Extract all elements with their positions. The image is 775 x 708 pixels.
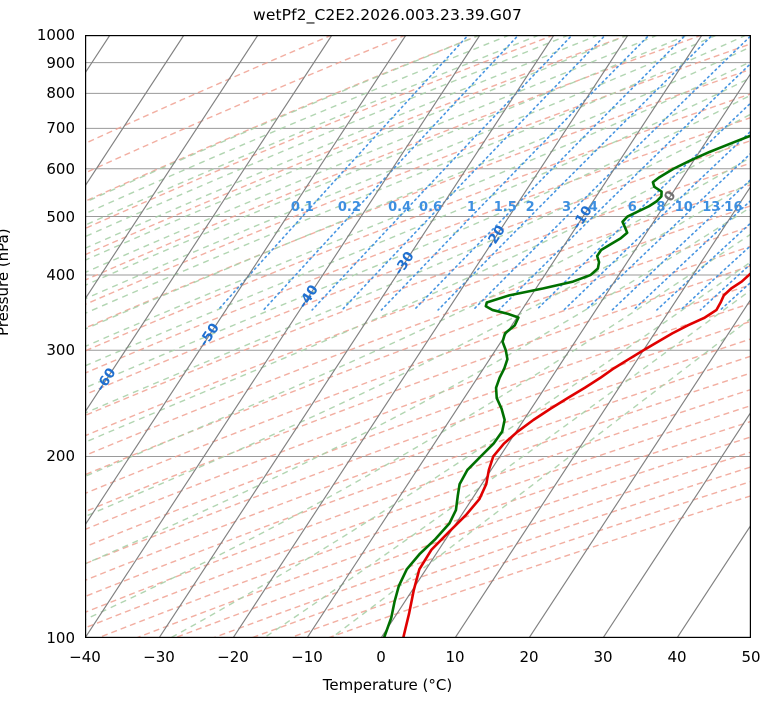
x-tick--40: −40 xyxy=(69,648,101,666)
svg-text:13: 13 xyxy=(702,200,720,215)
x-tick-40: 40 xyxy=(667,648,687,666)
figure-title: wetPf2_C2E2.2026.003.23.39.G07 xyxy=(253,6,522,24)
svg-text:1: 1 xyxy=(467,200,476,215)
x-tick-10: 10 xyxy=(445,648,465,666)
svg-text:0.6: 0.6 xyxy=(419,200,442,215)
x-axis-title: Temperature (°C) xyxy=(322,676,453,694)
y-tick-600: 600 xyxy=(46,159,75,178)
y-tick-100: 100 xyxy=(46,629,75,647)
y-tick-300: 300 xyxy=(46,341,75,360)
svg-text:0.4: 0.4 xyxy=(388,200,411,215)
y-tick-700: 700 xyxy=(46,119,75,138)
svg-text:8: 8 xyxy=(656,200,665,215)
dewpoint-profile xyxy=(382,134,751,638)
y-tick-1000: 1000 xyxy=(36,26,75,44)
y-tick-900: 900 xyxy=(46,53,75,72)
y-axis-title: Pressure (hPa) xyxy=(0,228,12,336)
x-tick-50: 50 xyxy=(741,648,761,666)
svg-text:4: 4 xyxy=(589,200,598,215)
x-tick--30: −30 xyxy=(143,648,175,666)
x-tick--20: −20 xyxy=(217,648,249,666)
y-tick-200: 200 xyxy=(46,447,75,466)
y-tick-500: 500 xyxy=(46,207,75,226)
svg-text:1.5: 1.5 xyxy=(494,200,517,215)
svg-text:0.1: 0.1 xyxy=(291,200,314,215)
y-tick-800: 800 xyxy=(46,84,75,103)
x-tick-0: 0 xyxy=(376,648,386,666)
plot-area: -60-50-40-30-20-100100.10.20.40.611.5234… xyxy=(85,35,751,638)
x-tick-30: 30 xyxy=(593,648,613,666)
svg-text:6: 6 xyxy=(628,200,637,215)
svg-text:0.2: 0.2 xyxy=(338,200,361,215)
svg-text:16: 16 xyxy=(724,200,742,215)
svg-text:10: 10 xyxy=(675,200,693,215)
svg-text:2: 2 xyxy=(526,200,535,215)
x-tick--10: −10 xyxy=(291,648,323,666)
temperature-profile xyxy=(401,271,751,638)
x-tick-20: 20 xyxy=(519,648,539,666)
skewt-canvas: -60-50-40-30-20-100100.10.20.40.611.5234… xyxy=(85,35,751,638)
y-tick-400: 400 xyxy=(46,265,75,284)
svg-text:3: 3 xyxy=(562,200,571,215)
